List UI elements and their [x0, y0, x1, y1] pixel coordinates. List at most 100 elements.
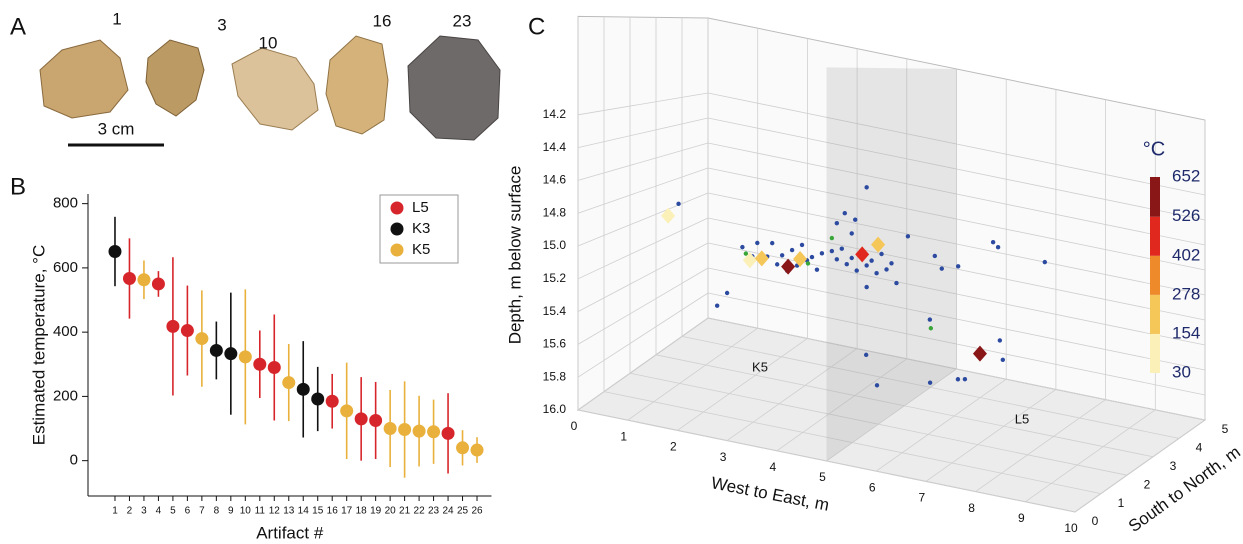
scale-label: 3 cm: [98, 119, 135, 138]
find-point: [894, 280, 899, 286]
point: [108, 245, 122, 259]
grid-line: [627, 327, 758, 421]
grid-line: [707, 92, 1206, 196]
colorbar-tick-label: 402: [1172, 245, 1200, 264]
y-tick-label: 200: [53, 387, 78, 404]
y-tick-label: 5: [1222, 422, 1229, 436]
legend-marker: [390, 222, 404, 236]
y-tick-label: 3: [1170, 459, 1177, 473]
point: [151, 277, 165, 291]
grid-line: [707, 117, 1206, 221]
colorbar-tick-label: 652: [1172, 166, 1200, 185]
point: [383, 422, 397, 436]
find-point: [863, 352, 869, 358]
grid-line: [577, 167, 709, 214]
x-tick-label: 23: [428, 506, 440, 517]
grid-line: [726, 348, 858, 441]
find-point: [997, 338, 1003, 343]
z-tick-label: 15.8: [543, 369, 567, 383]
point: [267, 360, 281, 374]
find-point: [834, 257, 840, 262]
point: [369, 414, 383, 427]
find-point: [955, 264, 961, 269]
find-point: [814, 267, 820, 272]
grid-line: [577, 192, 709, 247]
point: [354, 412, 368, 426]
x-tick-label: 8: [214, 506, 220, 517]
y-tick-label: 800: [53, 195, 78, 212]
find-point: [927, 380, 933, 385]
artifact-marker: [781, 258, 796, 275]
grid-line: [826, 368, 957, 462]
x-tick-label: 1: [112, 506, 118, 517]
point: [137, 273, 151, 287]
x-tick-label: 9: [228, 506, 234, 517]
legend-label: L5: [412, 199, 429, 216]
x-tick-label: 5: [819, 470, 826, 484]
find-point: [676, 201, 681, 207]
x-tick-label: 11: [255, 506, 266, 517]
grid-line: [577, 117, 709, 148]
colorbar-tick-label: 154: [1172, 323, 1200, 342]
panel-label: A: [10, 13, 26, 40]
point: [224, 347, 238, 361]
point: [209, 343, 223, 357]
find-point: [962, 376, 968, 382]
x-tick-label: 26: [471, 506, 483, 517]
x-tick-label: 17: [341, 506, 353, 517]
x-tick-label: 15: [312, 506, 324, 517]
artifact-marker: [754, 250, 769, 267]
grid-line: [577, 217, 709, 280]
z-tick-label: 14.8: [543, 205, 567, 219]
point: [325, 394, 339, 408]
find-point: [927, 317, 933, 322]
x-tick-label: 10: [240, 506, 252, 517]
point: [195, 332, 209, 346]
point: [427, 425, 441, 439]
colorbar-segment: [1150, 333, 1160, 373]
x-tick-label: 4: [156, 506, 162, 517]
artifact-marker: [793, 250, 808, 267]
find-point: [755, 240, 760, 246]
zone-label: K5: [752, 359, 768, 374]
colorbar-segment: [1150, 294, 1160, 334]
find-point: [842, 211, 847, 216]
find-point: [939, 266, 944, 271]
z-tick-label: 15.0: [543, 238, 567, 252]
y-tick-label: 1: [1118, 496, 1125, 510]
x-tick-label: 3: [720, 450, 727, 464]
colorbar-tick-label: 526: [1172, 206, 1200, 225]
x-tick-label: 24: [442, 506, 454, 517]
grid-line: [707, 242, 1206, 346]
y-tick-label: 0: [70, 452, 78, 469]
grid-line: [681, 336, 1180, 439]
grid-line: [1074, 419, 1206, 513]
grid-line: [629, 372, 1128, 476]
x-tick-label: 10: [1064, 521, 1078, 535]
grid-line: [707, 317, 1206, 421]
find-point: [864, 263, 869, 268]
grid-line: [707, 267, 1206, 371]
z-tick-label: 15.6: [543, 337, 567, 351]
x-tick-label: 1: [620, 429, 627, 443]
find-point: [714, 303, 720, 308]
artifact-marker: [972, 345, 987, 362]
z-tick-label: 15.2: [543, 271, 567, 285]
x-tick-label: 6: [185, 506, 191, 517]
grid-line: [603, 391, 1102, 494]
find-point: [879, 251, 884, 257]
find-point: [805, 261, 811, 266]
grid-line: [577, 409, 1076, 513]
find-point: [1042, 259, 1048, 265]
x-tick-label: 18: [356, 506, 368, 517]
grid-line: [577, 267, 709, 345]
artifact-photo: [325, 35, 389, 135]
colorbar-tick-label: 278: [1172, 284, 1200, 303]
x-tick-label: 16: [327, 506, 339, 517]
point: [456, 441, 470, 455]
point: [238, 350, 252, 364]
artifact-marker: [742, 252, 757, 269]
find-point: [779, 253, 785, 258]
z-tick-label: 14.2: [543, 107, 567, 121]
